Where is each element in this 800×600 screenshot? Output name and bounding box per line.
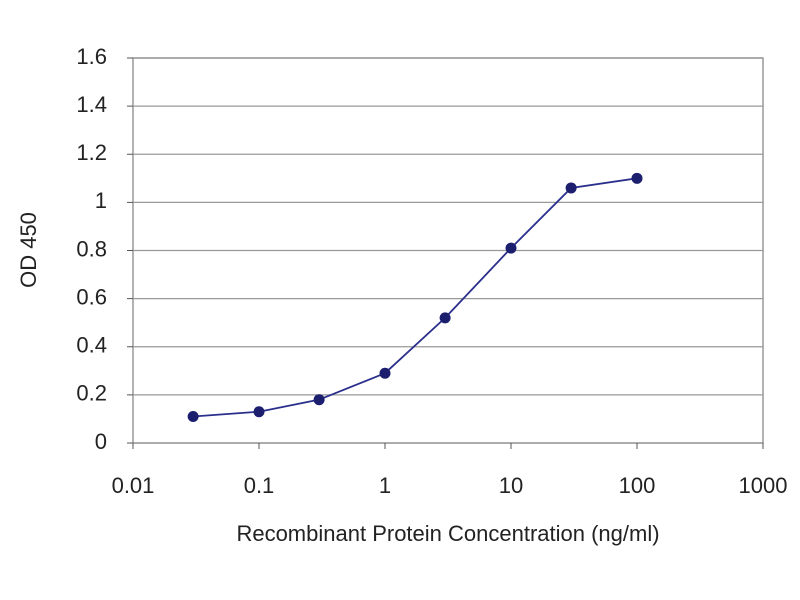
y-tick-label: 1 (95, 188, 107, 213)
y-tick-label: 0.2 (76, 381, 107, 406)
x-tick-label: 1 (379, 473, 391, 498)
x-tick-label: 100 (619, 473, 656, 498)
data-point (439, 312, 451, 324)
y-tick-label: 1.2 (76, 140, 107, 165)
data-point (505, 242, 517, 254)
data-point (631, 172, 643, 184)
x-tick-label: 1000 (739, 473, 788, 498)
y-tick-label: 0.8 (76, 236, 107, 261)
data-point (379, 367, 391, 379)
x-tick-label: 0.1 (244, 473, 275, 498)
data-line (193, 177, 638, 418)
data-point (253, 406, 265, 418)
y-tick-label: 0 (95, 429, 107, 454)
data-point (187, 411, 199, 423)
y-axis-label: OD 450 (16, 212, 41, 288)
data-point (565, 182, 577, 194)
y-tick-label: 0.4 (76, 333, 107, 358)
y-tick-label: 0.6 (76, 284, 107, 309)
x-tick-label: 0.01 (112, 473, 155, 498)
x-axis-label: Recombinant Protein Concentration (ng/ml… (236, 521, 659, 546)
y-tick-label: 1.4 (76, 92, 107, 117)
x-tick-label: 10 (499, 473, 523, 498)
y-tick-label: 1.6 (76, 44, 107, 69)
data-point (313, 394, 325, 406)
